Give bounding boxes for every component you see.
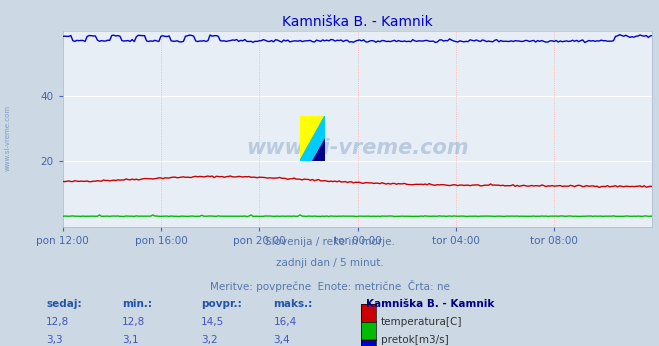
Text: pretok[m3/s]: pretok[m3/s] <box>381 335 449 345</box>
Polygon shape <box>300 116 325 161</box>
Text: maks.:: maks.: <box>273 299 313 309</box>
Text: 3,1: 3,1 <box>122 335 138 345</box>
Text: povpr.:: povpr.: <box>201 299 242 309</box>
Text: 3,4: 3,4 <box>273 335 290 345</box>
Text: sedaj:: sedaj: <box>46 299 82 309</box>
Text: temperatura[C]: temperatura[C] <box>381 317 463 327</box>
Text: 3,2: 3,2 <box>201 335 217 345</box>
Polygon shape <box>300 116 325 161</box>
Text: 16,4: 16,4 <box>273 317 297 327</box>
Text: Slovenija / reke in morje.: Slovenija / reke in morje. <box>264 237 395 247</box>
Text: 14,5: 14,5 <box>201 317 224 327</box>
Text: Kamniška B. - Kamnik: Kamniška B. - Kamnik <box>366 299 494 309</box>
Text: Meritve: povprečne  Enote: metrične  Črta: ne: Meritve: povprečne Enote: metrične Črta:… <box>210 280 449 292</box>
Title: Kamniška B. - Kamnik: Kamniška B. - Kamnik <box>282 15 433 29</box>
Text: 12,8: 12,8 <box>46 317 69 327</box>
Text: 12,8: 12,8 <box>122 317 145 327</box>
Text: www.si-vreme.com: www.si-vreme.com <box>246 138 469 158</box>
Text: www.si-vreme.com: www.si-vreme.com <box>5 105 11 172</box>
Text: zadnji dan / 5 minut.: zadnji dan / 5 minut. <box>275 258 384 268</box>
Text: min.:: min.: <box>122 299 152 309</box>
Text: 3,3: 3,3 <box>46 335 63 345</box>
Polygon shape <box>312 138 325 161</box>
